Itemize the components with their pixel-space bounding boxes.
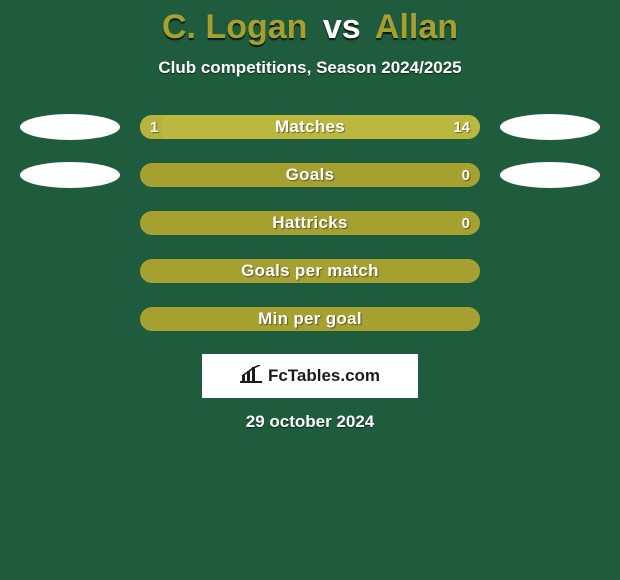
stat-value-right: 0 (462, 163, 470, 187)
stat-bar: Hattricks0 (140, 211, 480, 235)
stat-label: Goals (140, 163, 480, 187)
stat-label: Goals per match (140, 259, 480, 283)
stat-label: Min per goal (140, 307, 480, 331)
brand-box[interactable]: FcTables.com (202, 354, 418, 398)
team-logo-left (20, 162, 120, 188)
stat-row: Goals per match (0, 258, 620, 284)
date-text: 29 october 2024 (0, 412, 620, 432)
stat-row: Goals0 (0, 162, 620, 188)
stat-label: Hattricks (140, 211, 480, 235)
stat-bar: Goals per match (140, 259, 480, 283)
stat-bar: Matches1 14 (140, 115, 480, 139)
title-player-b: Allan (375, 8, 458, 46)
team-logo-left (20, 114, 120, 140)
title-player-a: C. Logan (162, 8, 307, 46)
stat-label: Matches (140, 115, 480, 139)
page-title: C. Logan vs Allan (0, 0, 620, 44)
subtitle: Club competitions, Season 2024/2025 (0, 58, 620, 78)
brand-text: FcTables.com (268, 366, 380, 386)
stat-row: Min per goal (0, 306, 620, 332)
stat-bar: Goals0 (140, 163, 480, 187)
team-logo-right (500, 114, 600, 140)
title-vs: vs (323, 8, 361, 46)
stat-rows: Matches114Goals0Hattricks0Goals per matc… (0, 114, 620, 332)
stat-value-right: 0 (462, 211, 470, 235)
chart-icon (240, 365, 262, 388)
stat-row: Hattricks0 (0, 210, 620, 236)
comparison-card: C. Logan vs Allan Club competitions, Sea… (0, 0, 620, 580)
stat-value-right: 14 (453, 115, 470, 139)
stat-row: Matches1 14 (0, 114, 620, 140)
stat-bar: Min per goal (140, 307, 480, 331)
brand-inner: FcTables.com (240, 365, 380, 388)
stat-value-left: 1 (150, 115, 158, 139)
team-logo-right (500, 162, 600, 188)
